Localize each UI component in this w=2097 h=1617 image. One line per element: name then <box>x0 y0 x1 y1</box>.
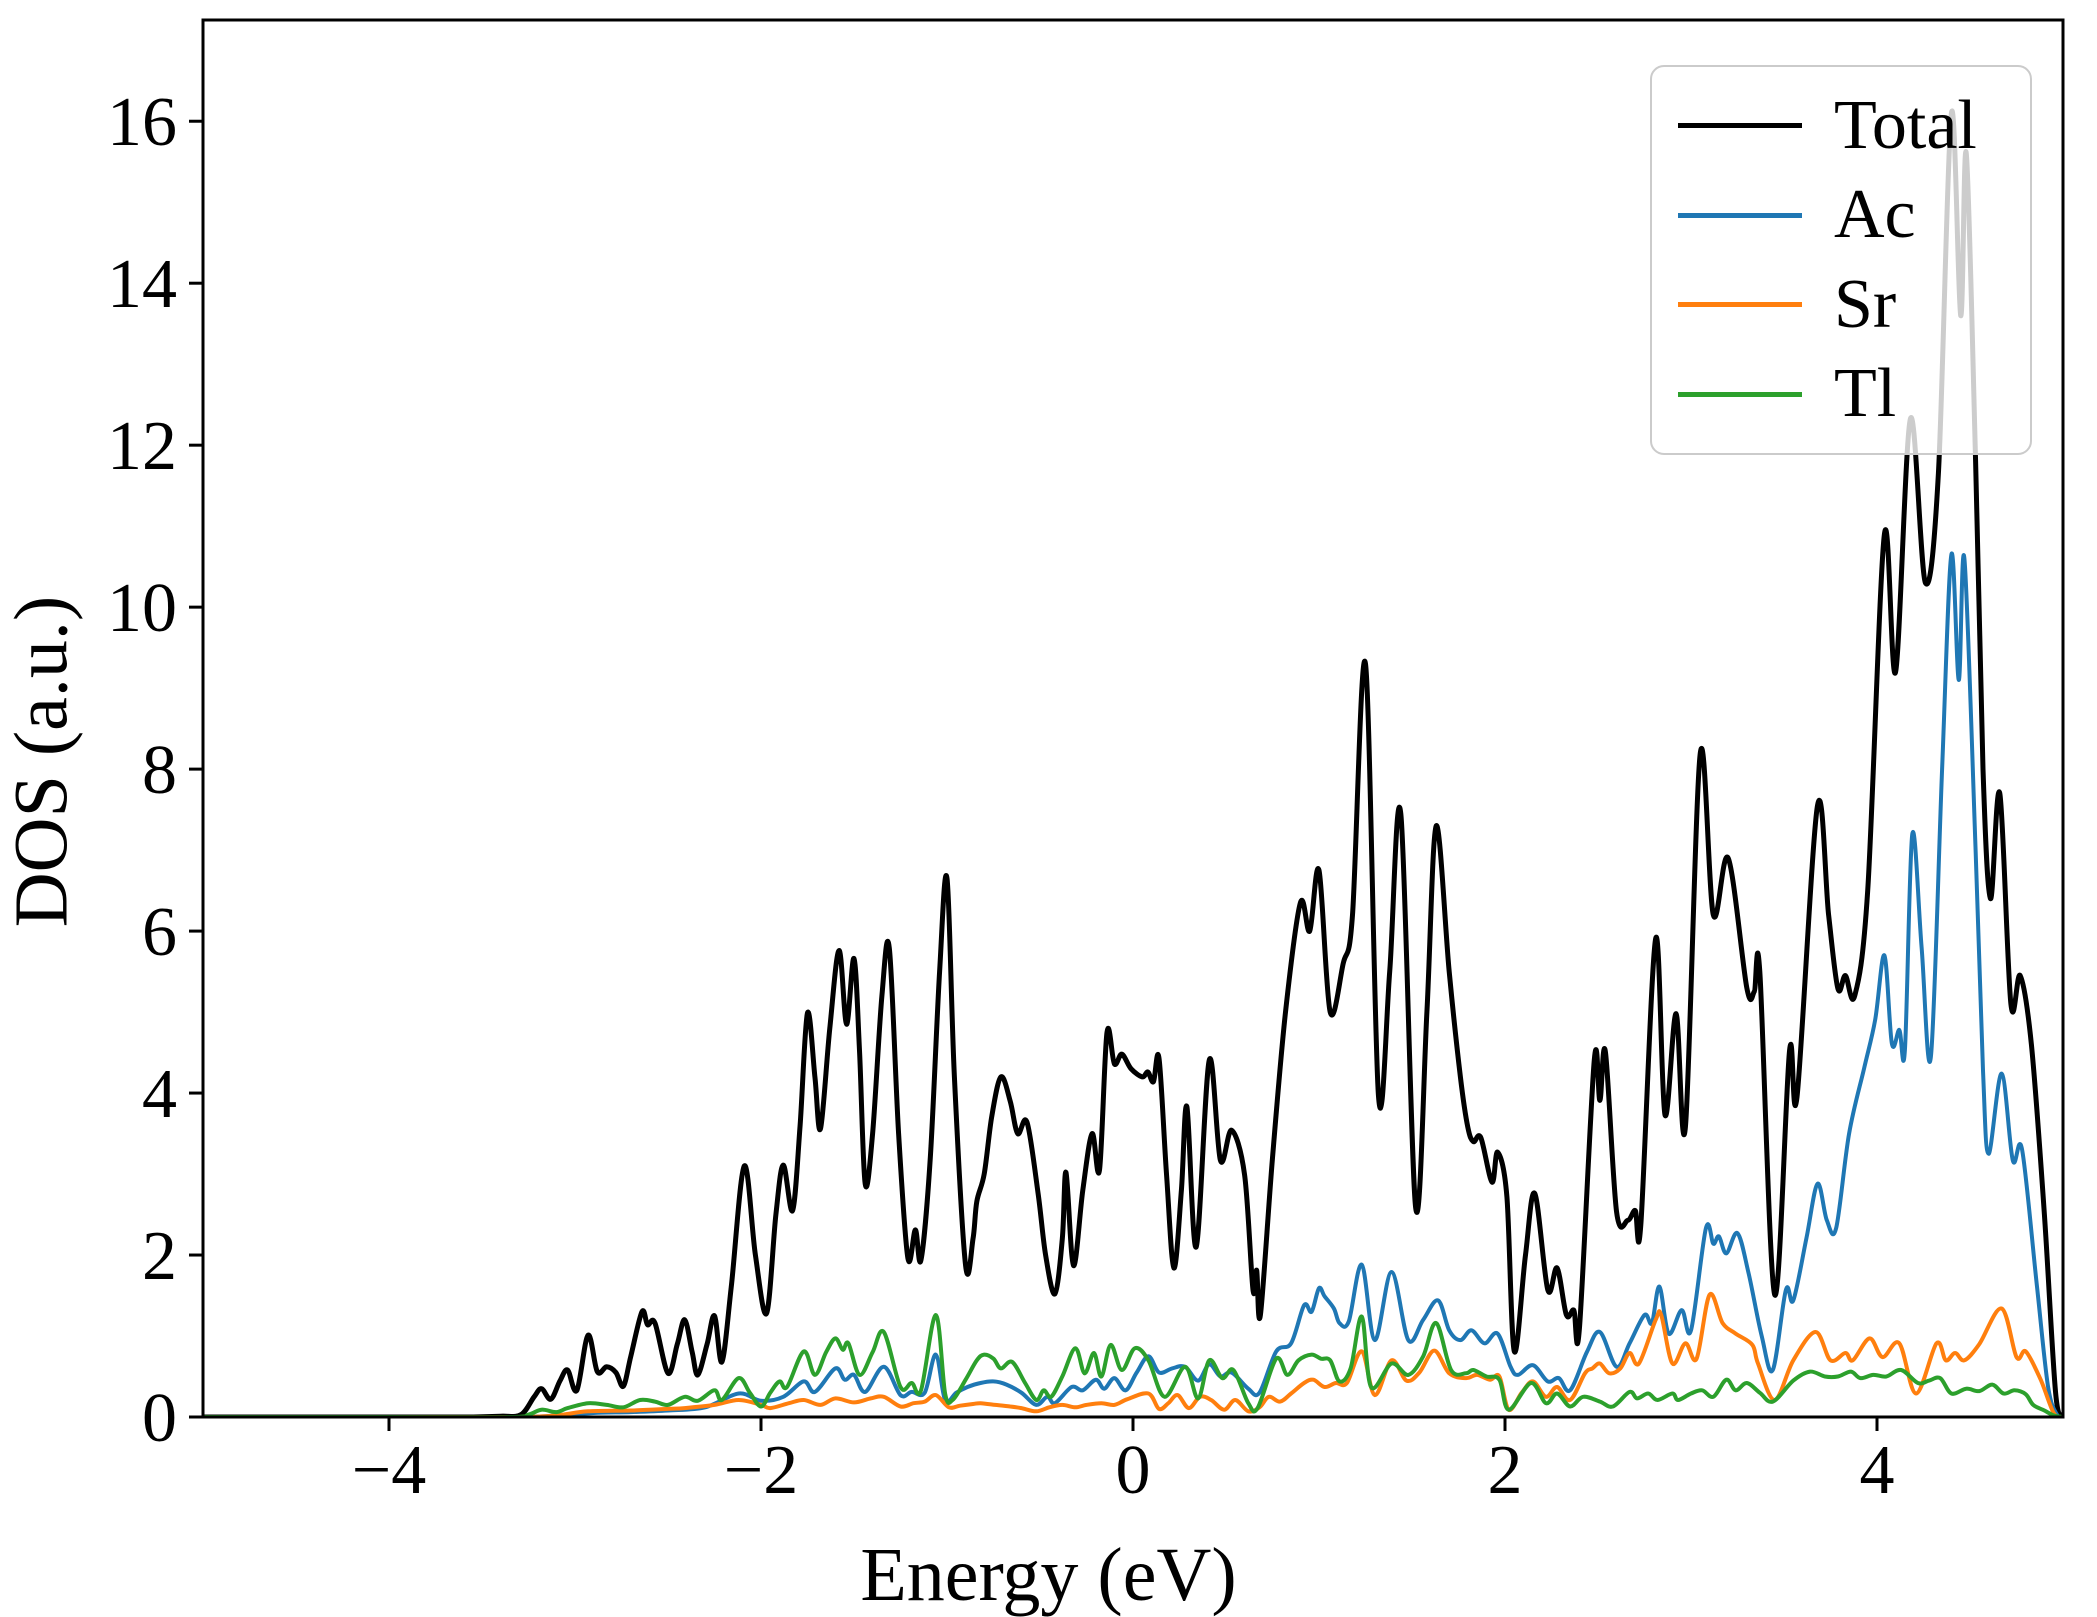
y-tick-label: 0 <box>142 1380 177 1457</box>
y-axis-title: DOS (a.u.) <box>0 595 84 928</box>
y-tick-label: 4 <box>142 1056 177 1133</box>
y-tick-label: 6 <box>142 894 177 971</box>
y-axis-tick-labels: 0 2 4 6 8 10 12 14 16 <box>107 84 177 1457</box>
legend-total-line-icon <box>1678 123 1802 129</box>
legend-sr-line-icon <box>1678 302 1802 308</box>
x-axis-title: Energy (eV) <box>860 1533 1237 1617</box>
x-tick-label: −2 <box>724 1432 798 1509</box>
y-tick-label: 10 <box>107 570 177 647</box>
legend-total-label: Total <box>1834 86 1977 164</box>
legend-entry-tl: Tl <box>1678 351 2030 437</box>
legend-entry-ac: Ac <box>1678 172 2030 258</box>
legend-entry-total: Total <box>1678 83 2030 169</box>
y-tick-label: 14 <box>107 246 177 323</box>
y-tick-label: 16 <box>107 84 177 161</box>
legend-tl-line-icon <box>1678 391 1802 397</box>
series-line-total <box>202 108 2064 1418</box>
y-tick-label: 12 <box>107 408 177 485</box>
series-line-sr <box>202 1291 2064 1418</box>
y-tick-label: 2 <box>142 1218 177 1295</box>
legend-sr-label: Sr <box>1834 265 1897 343</box>
legend-ac-line-icon <box>1678 212 1802 218</box>
series-lines <box>202 108 2064 1418</box>
x-axis-tick-labels: −4 −2 0 2 4 <box>352 1432 1895 1509</box>
series-line-ac <box>202 551 2064 1418</box>
series-line-tl <box>202 1312 2064 1418</box>
x-tick-label: −4 <box>352 1432 426 1509</box>
legend-tl-label: Tl <box>1834 355 1897 433</box>
x-tick-label: 0 <box>1116 1432 1151 1509</box>
legend-box: Total Ac Sr Tl <box>1650 65 2032 455</box>
x-tick-label: 4 <box>1860 1432 1895 1509</box>
legend-entry-sr: Sr <box>1678 262 2030 348</box>
legend-ac-label: Ac <box>1834 176 1916 254</box>
x-axis-ticks <box>387 1417 1879 1431</box>
y-axis-ticks <box>189 119 203 1419</box>
x-tick-label: 2 <box>1488 1432 1523 1509</box>
y-tick-label: 8 <box>142 732 177 809</box>
